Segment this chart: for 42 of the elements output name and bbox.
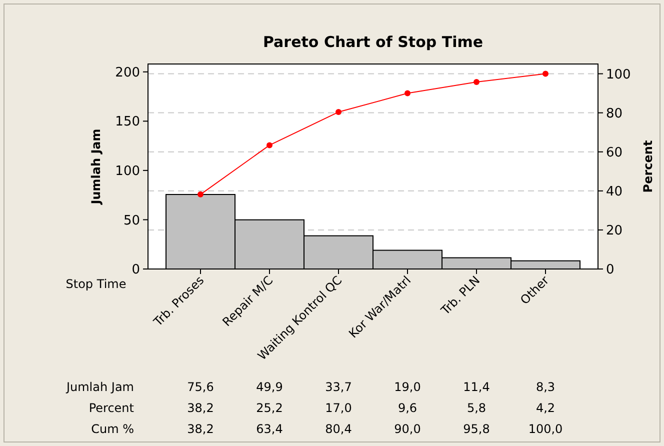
y2-tick-label: 80 [606,106,623,122]
data-label: 90,0 [394,422,421,436]
y-tick-label: 0 [132,262,140,278]
text: Cum % [91,422,134,436]
text: 9,6 [398,401,418,416]
y-tick-label: 150 [115,114,140,130]
chart-title: Pareto Chart of Stop Time [262,33,484,51]
data-label: 100,0 [528,422,563,436]
y-tick-label: 50 [123,213,140,228]
data-label: 63,4 [256,422,283,436]
data-label: 11,4 [463,380,490,394]
data-label: 75,6 [187,380,214,394]
point [266,142,272,148]
text: 5,8 [466,401,486,416]
y2-tick-label: 0 [606,262,614,278]
point [474,78,480,85]
y2-tick-label: 60 [606,145,623,160]
y2-tick-label: 40 [606,184,623,200]
text: 4,2 [536,401,556,416]
point [198,191,204,198]
y-tick-label: 100 [115,164,140,179]
y2-tick-label: 100 [606,67,631,82]
text: Percent [88,401,134,416]
point [404,90,410,96]
data-label: 19,0 [394,380,421,394]
data-label: 38,2 [187,422,214,436]
y2-tick-label: 20 [606,224,623,238]
point [336,109,342,116]
y-axis-title: Jumlah Jam [89,128,103,206]
data-label: 80,4 [325,422,352,436]
text: Jumlah Jam [65,380,134,394]
x-axis-title: Stop Time [66,277,126,291]
y-tick-label: 200 [115,65,140,80]
data-label: 49,9 [256,380,283,394]
data-label: 8,3 [536,380,556,394]
y2-axis-title: Percent [641,140,655,193]
text: 25,2 [256,401,283,416]
text: 38,2 [187,401,214,416]
point [542,70,548,77]
data-label: 95,8 [463,422,490,436]
text: 17,0 [325,401,352,416]
data-label: 33,7 [325,380,352,394]
